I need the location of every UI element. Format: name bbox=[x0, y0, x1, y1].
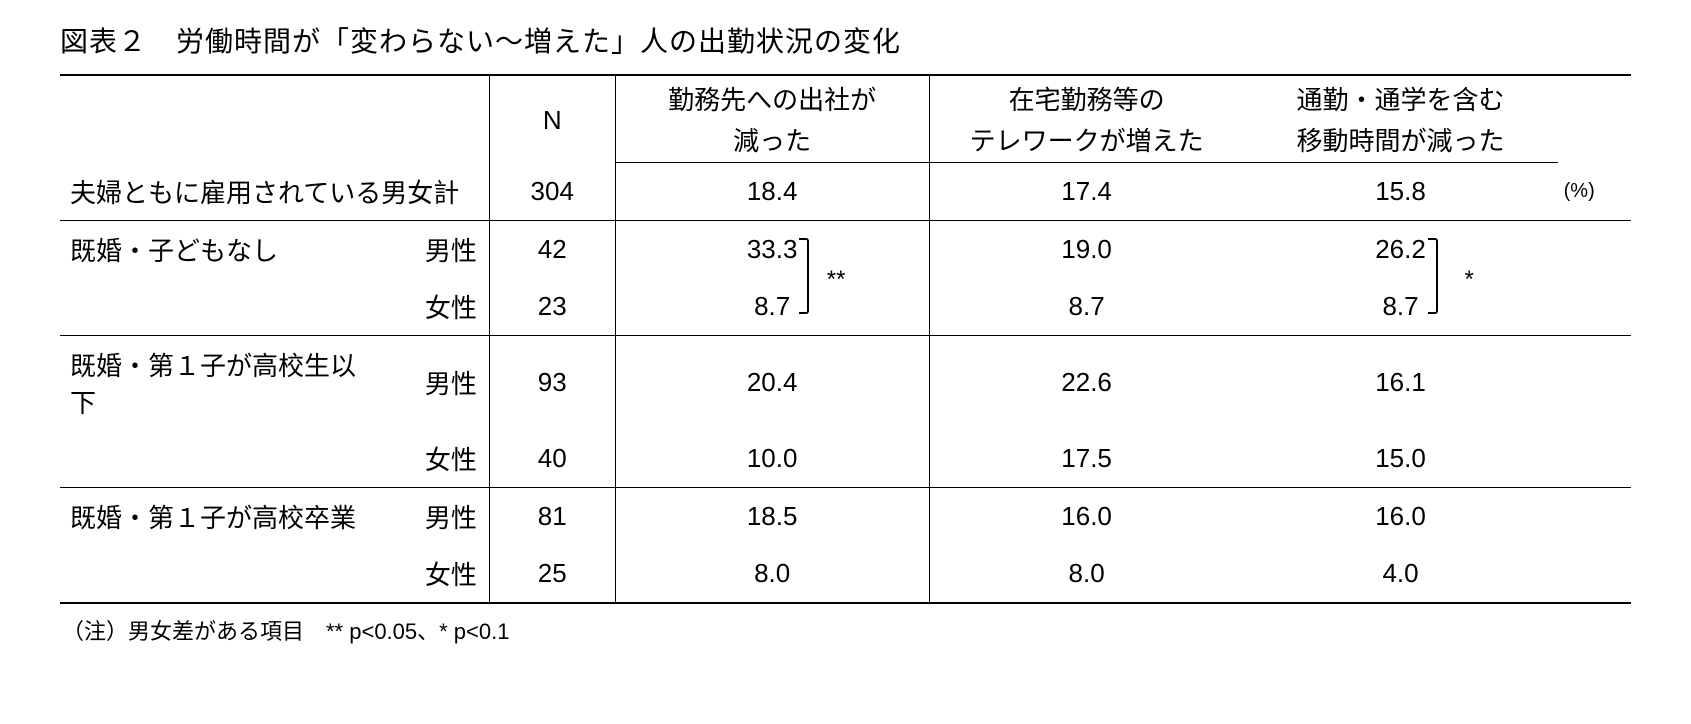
summary-row: 夫婦ともに雇用されている男女計 304 18.4 17.4 15.8 (%) bbox=[60, 163, 1631, 221]
summary-label: 夫婦ともに雇用されている男女計 bbox=[60, 163, 489, 221]
table-row: 女性 23 8.7 8.7 8.7 bbox=[60, 278, 1631, 336]
g3-m-gender: 男性 bbox=[374, 487, 489, 545]
blank-cell bbox=[1558, 545, 1631, 603]
header-blank-unit bbox=[1558, 75, 1631, 163]
header-c1-l1: 勤務先への出社が bbox=[615, 75, 929, 119]
g2-f-n: 40 bbox=[489, 430, 615, 488]
g1-f-v2: 8.7 bbox=[929, 278, 1243, 336]
header-c1-l2: 減った bbox=[615, 119, 929, 163]
g1-f-v1: 8.7 bbox=[615, 278, 929, 336]
g3-m-v2: 16.0 bbox=[929, 487, 1243, 545]
g1-label: 既婚・子どもなし bbox=[60, 220, 374, 278]
blank-cell bbox=[60, 430, 374, 488]
summary-v3: 15.8 bbox=[1243, 163, 1557, 221]
g3-m-v1: 18.5 bbox=[615, 487, 929, 545]
g2-f-v2: 17.5 bbox=[929, 430, 1243, 488]
table-row: 既婚・子どもなし 男性 42 33.3 ** 19.0 26.2 * bbox=[60, 220, 1631, 278]
blank-cell bbox=[1558, 430, 1631, 488]
summary-unit: (%) bbox=[1558, 163, 1631, 221]
g1-m-gender: 男性 bbox=[374, 220, 489, 278]
g2-f-v3: 15.0 bbox=[1243, 430, 1557, 488]
g3-label: 既婚・第１子が高校卒業 bbox=[60, 487, 374, 545]
g1-m-v3: 26.2 * bbox=[1243, 220, 1557, 278]
table-row: 既婚・第１子が高校生以下 男性 93 20.4 22.6 16.1 bbox=[60, 335, 1631, 430]
g1-f-v3: 8.7 bbox=[1243, 278, 1557, 336]
table-row: 女性 40 10.0 17.5 15.0 bbox=[60, 430, 1631, 488]
header-c2-l1: 在宅勤務等の bbox=[929, 75, 1243, 119]
table-row: 既婚・第１子が高校卒業 男性 81 18.5 16.0 16.0 bbox=[60, 487, 1631, 545]
blank-cell bbox=[1558, 335, 1631, 430]
blank-cell bbox=[1558, 220, 1631, 278]
g1-m-v3-val: 26.2 bbox=[1375, 234, 1426, 264]
g1-f-gender: 女性 bbox=[374, 278, 489, 336]
g2-m-v3: 16.1 bbox=[1243, 335, 1557, 430]
g2-label: 既婚・第１子が高校生以下 bbox=[60, 335, 374, 430]
footnote: （注）男女差がある項目 ** p<0.05、* p<0.1 bbox=[60, 614, 1631, 646]
blank-cell bbox=[1558, 487, 1631, 545]
summary-n: 304 bbox=[489, 163, 615, 221]
g2-m-gender: 男性 bbox=[374, 335, 489, 430]
summary-v2: 17.4 bbox=[929, 163, 1243, 221]
g3-f-v1: 8.0 bbox=[615, 545, 929, 603]
summary-v1: 18.4 bbox=[615, 163, 929, 221]
table-title: 図表２ 労働時間が「変わらない～増えた」人の出勤状況の変化 bbox=[60, 20, 1631, 60]
g1-m-n: 42 bbox=[489, 220, 615, 278]
header-c3-l1: 通勤・通学を含む bbox=[1243, 75, 1557, 119]
g3-f-v2: 8.0 bbox=[929, 545, 1243, 603]
g1-m-v2: 19.0 bbox=[929, 220, 1243, 278]
table-row: 女性 25 8.0 8.0 4.0 bbox=[60, 545, 1631, 603]
g3-f-gender: 女性 bbox=[374, 545, 489, 603]
header-blank bbox=[60, 75, 374, 163]
g3-f-v3: 4.0 bbox=[1243, 545, 1557, 603]
g2-m-n: 93 bbox=[489, 335, 615, 430]
blank-cell bbox=[60, 545, 374, 603]
header-c2-l2: テレワークが増えた bbox=[929, 119, 1243, 163]
g2-m-v1: 20.4 bbox=[615, 335, 929, 430]
g1-m-v1: 33.3 ** bbox=[615, 220, 929, 278]
blank-cell bbox=[60, 278, 374, 336]
g3-m-v3: 16.0 bbox=[1243, 487, 1557, 545]
header-blank-gender bbox=[374, 75, 489, 163]
g1-f-n: 23 bbox=[489, 278, 615, 336]
g2-f-v1: 10.0 bbox=[615, 430, 929, 488]
data-table: N 勤務先への出社が 在宅勤務等の 通勤・通学を含む 減った テレワークが増えた… bbox=[60, 74, 1631, 604]
g2-f-gender: 女性 bbox=[374, 430, 489, 488]
header-c3-l2: 移動時間が減った bbox=[1243, 119, 1557, 163]
g1-m-v1-val: 33.3 bbox=[747, 234, 798, 264]
g3-f-n: 25 bbox=[489, 545, 615, 603]
blank-cell bbox=[1558, 278, 1631, 336]
g2-m-v2: 22.6 bbox=[929, 335, 1243, 430]
header-n: N bbox=[489, 75, 615, 163]
g3-m-n: 81 bbox=[489, 487, 615, 545]
